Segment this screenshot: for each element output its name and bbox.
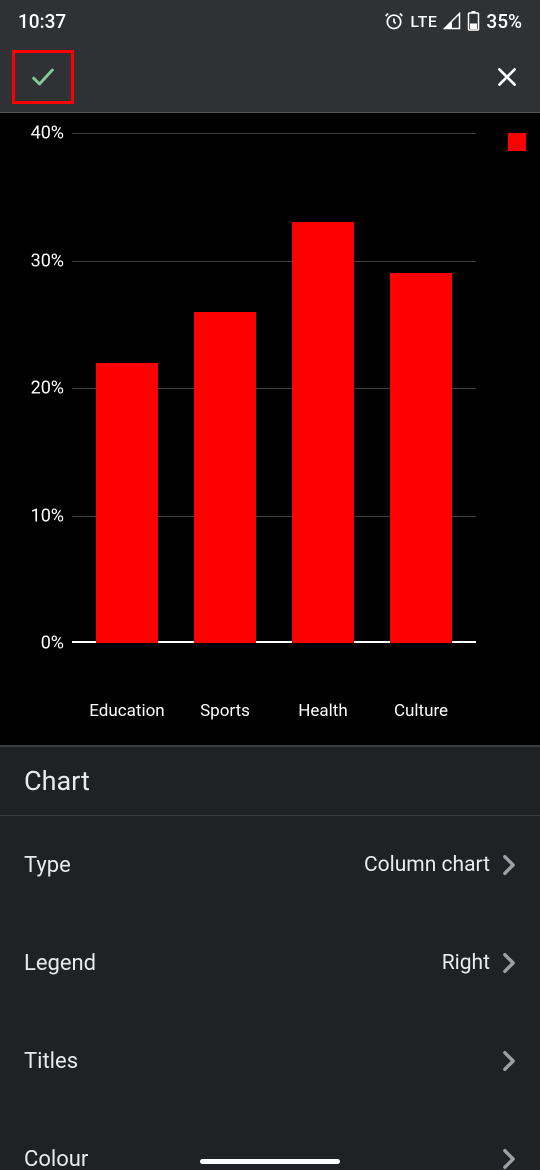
setting-label: Colour xyxy=(24,1147,88,1170)
x-axis-labels: EducationSportsHealthCulture xyxy=(72,701,476,721)
x-label: Health xyxy=(274,701,372,721)
x-label: Sports xyxy=(176,701,274,721)
legend-swatch xyxy=(508,133,526,151)
chart-settings: Type Column chart Legend Right Titles Co… xyxy=(0,816,540,1170)
chevron-right-icon xyxy=(502,854,516,876)
nav-handle[interactable] xyxy=(200,1159,340,1164)
bar xyxy=(96,363,158,644)
y-tick-label: 40% xyxy=(31,123,64,144)
chevron-right-icon xyxy=(502,1148,516,1170)
bar xyxy=(194,312,256,644)
y-tick-label: 20% xyxy=(31,378,64,399)
bar-health xyxy=(274,133,372,643)
y-tick-label: 0% xyxy=(41,633,64,654)
check-icon[interactable] xyxy=(29,63,57,91)
setting-value: Column chart xyxy=(364,853,490,877)
setting-legend[interactable]: Legend Right xyxy=(0,914,540,1012)
bar-education xyxy=(78,133,176,643)
status-battery: 35% xyxy=(486,10,522,33)
y-tick-label: 10% xyxy=(31,505,64,526)
chart-preview: 40% 30% 20% 10% 0% EducationSportsHealth… xyxy=(0,112,540,745)
chevron-right-icon xyxy=(502,952,516,974)
signal-icon xyxy=(443,12,461,30)
battery-icon xyxy=(467,11,480,31)
setting-titles[interactable]: Titles xyxy=(0,1012,540,1110)
setting-label: Type xyxy=(24,853,71,878)
toolbar xyxy=(0,42,540,112)
x-label: Culture xyxy=(372,701,470,721)
setting-type[interactable]: Type Column chart xyxy=(0,816,540,914)
status-right: LTE 35% xyxy=(384,10,522,33)
setting-label: Titles xyxy=(24,1049,78,1074)
close-icon[interactable] xyxy=(494,64,520,90)
alarm-icon xyxy=(384,11,404,31)
section-header-chart: Chart xyxy=(0,745,540,816)
y-tick-label: 30% xyxy=(31,250,64,271)
bar xyxy=(390,273,452,643)
bar-chart xyxy=(72,133,476,643)
status-network: LTE xyxy=(410,12,437,31)
bar-sports xyxy=(176,133,274,643)
status-time: 10:37 xyxy=(18,10,66,33)
bar-culture xyxy=(372,133,470,643)
x-label: Education xyxy=(78,701,176,721)
setting-label: Legend xyxy=(24,951,96,976)
bar xyxy=(292,222,354,643)
setting-value: Right xyxy=(442,951,490,975)
confirm-button-highlight xyxy=(12,50,74,104)
status-bar: 10:37 LTE 35% xyxy=(0,0,540,42)
chevron-right-icon xyxy=(502,1050,516,1072)
y-axis: 40% 30% 20% 10% 0% xyxy=(14,133,72,643)
